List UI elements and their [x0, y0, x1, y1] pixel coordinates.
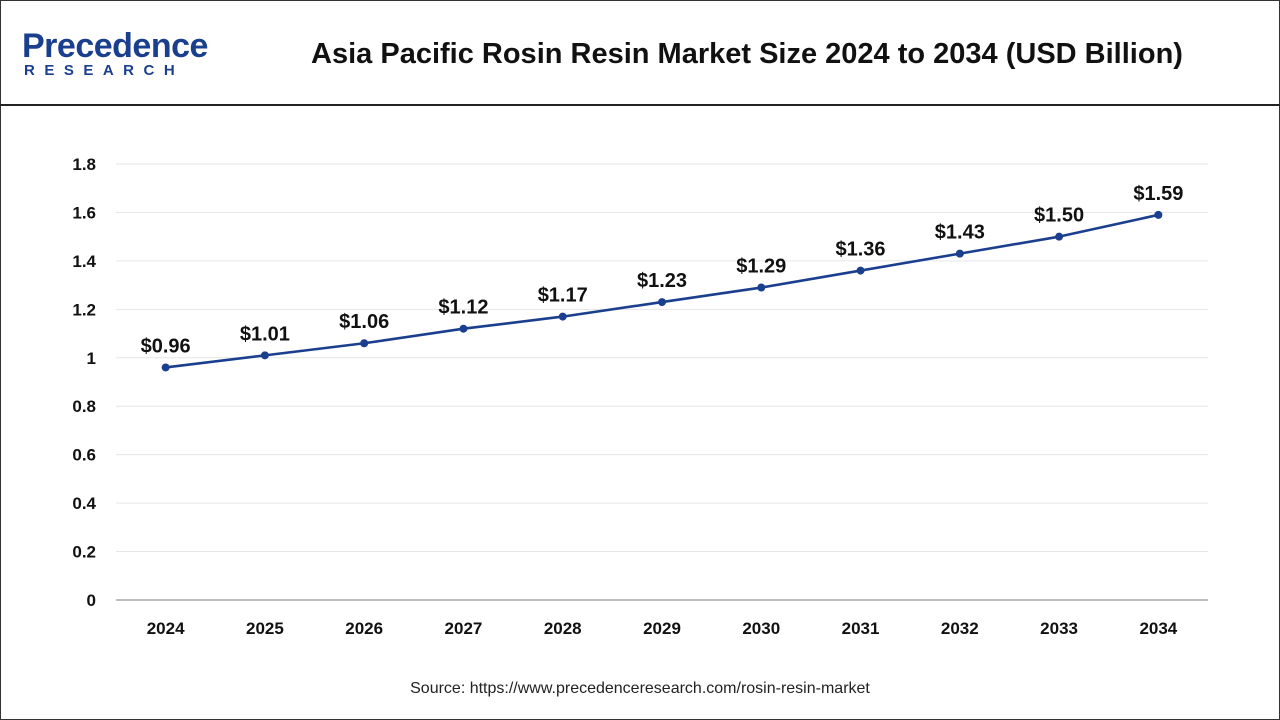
source-note: Source: https://www.precedenceresearch.c…: [410, 680, 870, 697]
data-label: $1.01: [240, 323, 290, 345]
x-tick-label: 2028: [544, 619, 582, 638]
data-label: $0.96: [141, 335, 191, 357]
y-tick-label: 1.8: [72, 155, 96, 174]
y-axis-tick-labels: 0 0.2 0.4 0.6 0.8 1 1.2 1.4 1.6 1.8: [72, 155, 96, 610]
precedence-research-logo: Precedence RESEARCH: [22, 26, 222, 86]
data-point: [260, 351, 269, 360]
line-chart: 00.20.40.60.811.21.41.61.8 2024 2025 2026 2…: [72, 155, 1208, 638]
data-label: $1.59: [1133, 183, 1183, 205]
gridlines: [116, 163, 1208, 553]
data-label: $1.23: [637, 270, 687, 292]
data-point: [161, 363, 170, 372]
data-points: [161, 210, 1163, 372]
y-tick-label: 0.8: [72, 397, 96, 416]
y-tick-label: 0.4: [72, 494, 96, 513]
x-tick-label: 2032: [941, 619, 979, 638]
data-label: $1.06: [339, 311, 389, 333]
data-point: [459, 324, 468, 333]
data-label: $1.50: [1034, 205, 1084, 227]
y-tick-label: 1.2: [72, 300, 96, 319]
data-point: [856, 266, 865, 275]
header: Precedence RESEARCH Asia Pacific Rosin R…: [0, 0, 1280, 106]
data-label: $1.12: [438, 297, 488, 319]
x-tick-label: 2034: [1139, 619, 1177, 638]
data-label: $1.17: [538, 285, 588, 307]
data-point: [360, 339, 369, 348]
x-axis-tick-labels: 2024 2025 2026 2027 2028 2029 2030 2031 2032 2033…: [147, 619, 1178, 638]
data-label: $1.36: [836, 239, 886, 261]
chart-title: Asia Pacific Rosin Resin Market Size 202…: [311, 38, 1183, 70]
data-label: $1.29: [736, 256, 786, 278]
data-label: $1.43: [935, 222, 985, 244]
data-point: [757, 283, 766, 292]
y-tick-label: 1.6: [72, 203, 96, 222]
x-tick-label: 2024: [147, 619, 185, 638]
data-point: [658, 298, 666, 307]
y-tick-label: 1: [87, 349, 96, 368]
y-tick-label: 0.6: [72, 446, 96, 465]
x-tick-label: 2033: [1040, 619, 1078, 638]
data-labels: $0.96 $1.01 $1.06 $1.12 $1.17 $1.23 $1.29 $1.36…: [141, 183, 1184, 358]
y-tick-label: 0: [87, 591, 96, 610]
logo-subtitle: RESEARCH: [24, 62, 185, 79]
y-tick-label: 0.2: [72, 543, 96, 562]
y-tick-label: 1.4: [72, 252, 96, 271]
x-tick-label: 2031: [842, 619, 880, 638]
x-tick-label: 2026: [345, 619, 383, 638]
data-point: [1055, 232, 1064, 241]
data-point: [955, 249, 964, 258]
x-tick-label: 2025: [246, 619, 284, 638]
x-tick-label: 2029: [643, 619, 681, 638]
x-tick-label: 2027: [445, 619, 483, 638]
data-point: [1154, 210, 1163, 219]
logo-wordmark: Precedence: [22, 27, 208, 65]
data-point: [558, 312, 567, 321]
x-tick-label: 2030: [742, 619, 780, 638]
